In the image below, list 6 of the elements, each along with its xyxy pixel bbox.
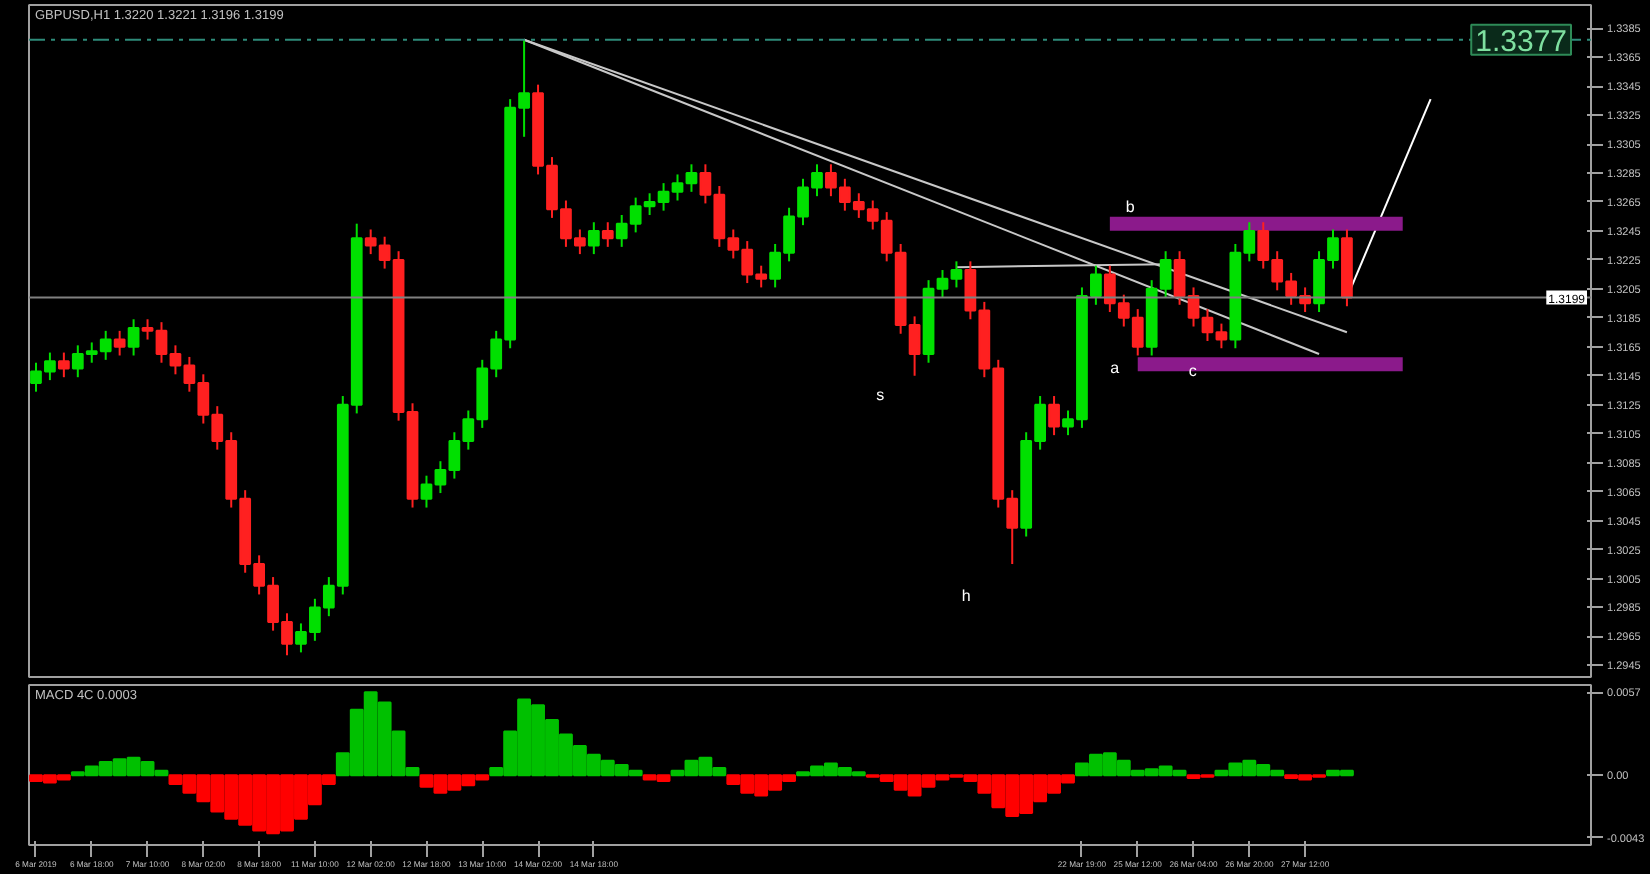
annotation: s [876, 385, 885, 404]
annotation: h [961, 587, 971, 606]
annotation: c [1188, 362, 1197, 381]
annotation: a [1110, 358, 1121, 377]
ref-line-label: 1.3377 [1475, 24, 1568, 59]
annotation: b [1125, 197, 1136, 216]
